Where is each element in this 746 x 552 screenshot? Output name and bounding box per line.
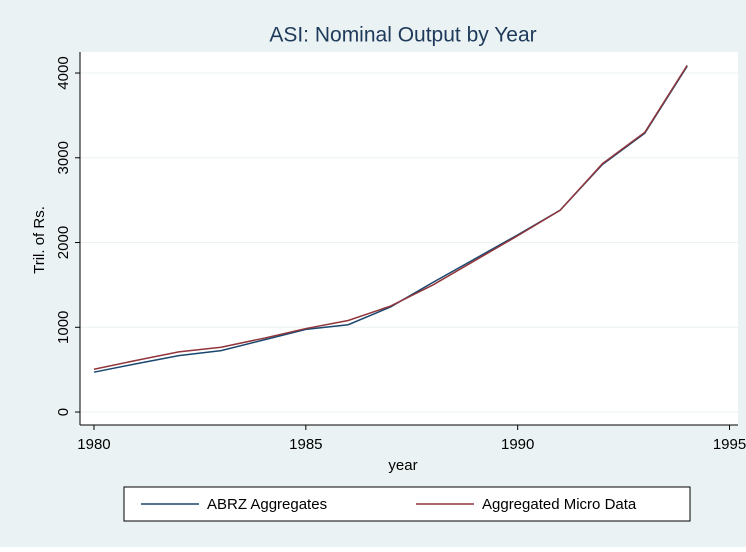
x-tick-label: 1980 (77, 436, 110, 453)
legend-label: Aggregated Micro Data (482, 496, 637, 513)
y-axis-label: Tril. of Rs. (31, 206, 48, 274)
legend (123, 486, 691, 522)
x-tick-label: 1990 (501, 436, 534, 453)
x-tick-label: 1985 (289, 436, 322, 453)
x-tick-label: 1995 (713, 436, 746, 453)
x-axis-label: year (388, 457, 417, 474)
legend-label: ABRZ Aggregates (207, 496, 327, 513)
chart-title: ASI: Nominal Output by Year (269, 24, 536, 47)
y-tick-label: 0 (55, 408, 72, 416)
plot-area (80, 52, 738, 425)
line (93, 64, 688, 370)
y-tick-label: 3000 (55, 141, 72, 174)
y-tick-label: 1000 (55, 311, 72, 344)
y-tick-label: 2000 (55, 226, 72, 259)
y-tick-label: 4000 (55, 56, 72, 89)
